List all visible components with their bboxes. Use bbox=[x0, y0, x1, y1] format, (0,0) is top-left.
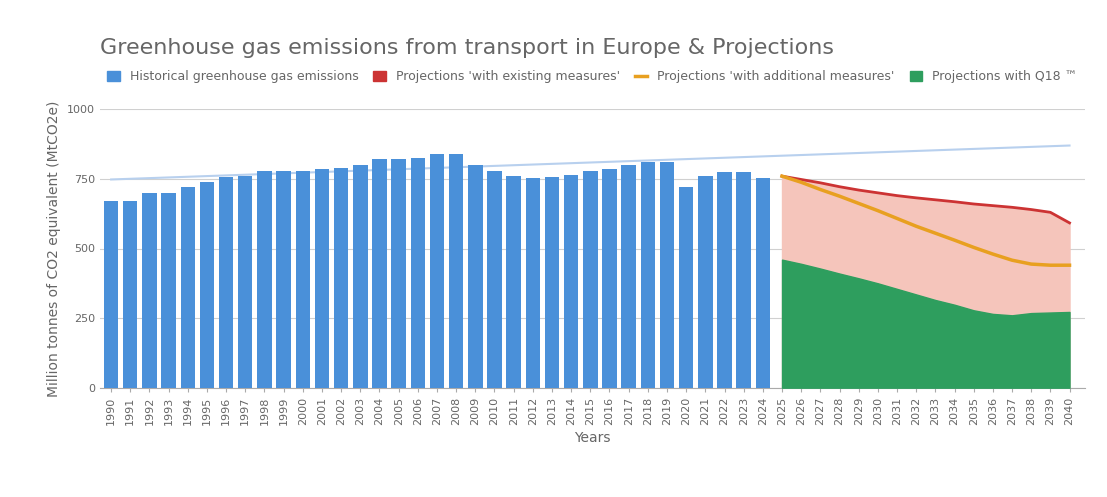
Bar bbox=[314, 169, 329, 388]
Bar bbox=[641, 162, 655, 388]
Bar bbox=[257, 171, 271, 388]
Bar bbox=[526, 177, 540, 388]
Bar bbox=[430, 154, 444, 388]
Bar bbox=[449, 154, 464, 388]
Bar bbox=[717, 172, 732, 388]
Bar bbox=[334, 168, 349, 388]
Bar bbox=[180, 187, 195, 388]
Bar bbox=[296, 170, 310, 388]
Bar bbox=[392, 160, 406, 388]
Bar bbox=[699, 176, 713, 388]
Bar bbox=[372, 160, 386, 388]
Bar bbox=[756, 177, 770, 388]
Bar bbox=[602, 169, 617, 388]
Bar bbox=[277, 170, 291, 388]
Bar bbox=[199, 182, 214, 388]
Text: Greenhouse gas emissions from transport in Europe & Projections: Greenhouse gas emissions from transport … bbox=[100, 38, 834, 58]
Bar bbox=[143, 193, 157, 388]
Bar bbox=[545, 177, 559, 388]
Bar bbox=[583, 171, 598, 388]
X-axis label: Years: Years bbox=[575, 430, 610, 445]
Bar bbox=[563, 175, 578, 388]
Bar bbox=[736, 172, 751, 388]
Bar bbox=[219, 177, 234, 388]
Legend: Historical greenhouse gas emissions, Projections 'with existing measures', Proje: Historical greenhouse gas emissions, Pro… bbox=[102, 66, 1083, 88]
Bar bbox=[660, 162, 674, 388]
Bar bbox=[468, 165, 483, 388]
Bar bbox=[238, 175, 252, 388]
Bar bbox=[487, 170, 501, 388]
Bar bbox=[411, 158, 425, 388]
Bar bbox=[123, 201, 137, 388]
Bar bbox=[679, 187, 693, 388]
Bar bbox=[621, 165, 635, 388]
Bar bbox=[162, 193, 176, 388]
Bar bbox=[507, 176, 521, 388]
Y-axis label: Million tonnes of CO2 equivalent (MtCO2e): Million tonnes of CO2 equivalent (MtCO2e… bbox=[48, 100, 61, 397]
Bar bbox=[104, 201, 118, 388]
Bar bbox=[353, 165, 368, 388]
